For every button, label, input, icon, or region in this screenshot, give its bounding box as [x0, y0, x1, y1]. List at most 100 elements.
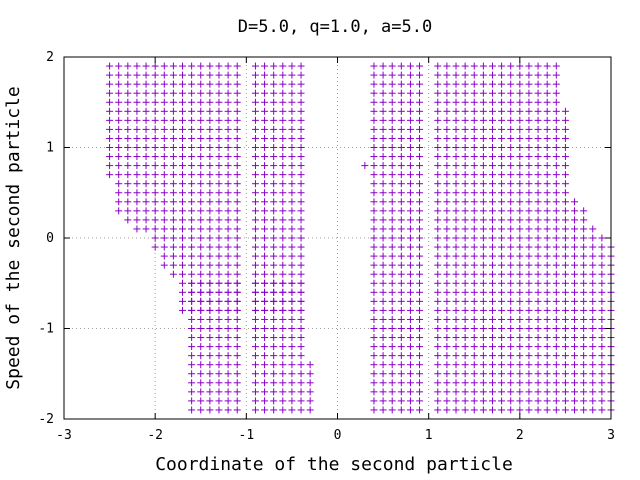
data-point — [507, 180, 515, 188]
data-point — [197, 107, 205, 115]
data-point — [452, 144, 460, 151]
data-point — [525, 315, 533, 323]
data-point — [397, 352, 405, 360]
data-point — [406, 334, 414, 342]
data-point — [142, 62, 150, 70]
y-axis-label: Speed of the second particle — [3, 86, 24, 389]
data-point — [215, 370, 223, 378]
data-point — [434, 334, 442, 342]
data-point — [370, 216, 378, 224]
data-point — [479, 388, 487, 396]
data-point — [215, 397, 223, 405]
data-point — [507, 62, 515, 70]
data-point — [397, 243, 405, 251]
data-point — [443, 125, 451, 133]
data-point — [224, 297, 232, 305]
data-point — [598, 297, 606, 305]
data-point — [534, 180, 542, 188]
data-point — [416, 297, 424, 305]
data-point — [261, 71, 269, 79]
data-point — [261, 361, 269, 369]
data-point — [516, 144, 524, 151]
data-point — [470, 270, 478, 278]
data-point — [589, 243, 597, 251]
data-point — [543, 62, 551, 70]
data-point — [461, 334, 469, 342]
data-point — [251, 279, 259, 287]
data-point — [397, 388, 405, 396]
data-point — [452, 71, 460, 79]
data-point — [279, 343, 287, 351]
data-point — [452, 325, 460, 332]
data-point — [470, 225, 478, 233]
data-point — [452, 89, 460, 97]
data-point — [498, 98, 506, 106]
data-point — [479, 352, 487, 360]
data-point — [270, 397, 278, 405]
data-point — [115, 80, 123, 88]
data-point — [270, 116, 278, 124]
data-point — [288, 261, 296, 269]
data-point — [124, 89, 132, 97]
data-point — [416, 80, 424, 88]
data-point — [580, 261, 588, 269]
data-point — [543, 352, 551, 360]
data-point — [516, 107, 524, 115]
data-point — [151, 98, 159, 106]
data-point — [179, 107, 187, 115]
data-point — [580, 397, 588, 405]
data-point — [160, 180, 168, 188]
data-point — [251, 352, 259, 360]
data-point — [206, 107, 214, 115]
data-point — [461, 189, 469, 197]
data-point — [534, 134, 542, 142]
data-point — [443, 107, 451, 115]
data-point — [452, 361, 460, 369]
data-point — [188, 352, 196, 360]
data-point — [288, 198, 296, 206]
data-point — [397, 334, 405, 342]
data-point — [507, 162, 515, 170]
data-point — [507, 279, 515, 287]
data-point — [488, 352, 496, 360]
data-point — [261, 153, 269, 161]
data-point — [297, 306, 305, 314]
data-point — [434, 107, 442, 115]
data-point — [552, 62, 560, 70]
data-point — [133, 116, 141, 124]
data-point — [543, 162, 551, 170]
data-point — [124, 144, 132, 151]
data-point — [288, 98, 296, 106]
data-point — [206, 144, 214, 151]
data-point — [133, 216, 141, 224]
data-point — [498, 171, 506, 179]
data-point — [406, 116, 414, 124]
data-point — [233, 234, 241, 242]
data-point — [288, 107, 296, 115]
data-point — [270, 153, 278, 161]
data-point — [534, 306, 542, 314]
data-point — [160, 71, 168, 79]
data-point — [561, 107, 569, 115]
data-point — [434, 397, 442, 405]
data-point — [571, 343, 579, 351]
data-point — [133, 207, 141, 215]
data-point — [516, 306, 524, 314]
data-point — [452, 288, 460, 296]
data-point — [288, 80, 296, 88]
data-point — [397, 325, 405, 332]
data-point — [270, 225, 278, 233]
data-point — [169, 207, 177, 215]
data-point — [543, 361, 551, 369]
data-point — [215, 234, 223, 242]
data-point — [251, 270, 259, 278]
data-point — [206, 198, 214, 206]
data-point — [370, 171, 378, 179]
data-point — [571, 270, 579, 278]
data-point — [470, 406, 478, 414]
data-point — [452, 107, 460, 115]
data-point — [461, 261, 469, 269]
data-point — [397, 71, 405, 79]
data-point — [561, 306, 569, 314]
data-point — [379, 279, 387, 287]
